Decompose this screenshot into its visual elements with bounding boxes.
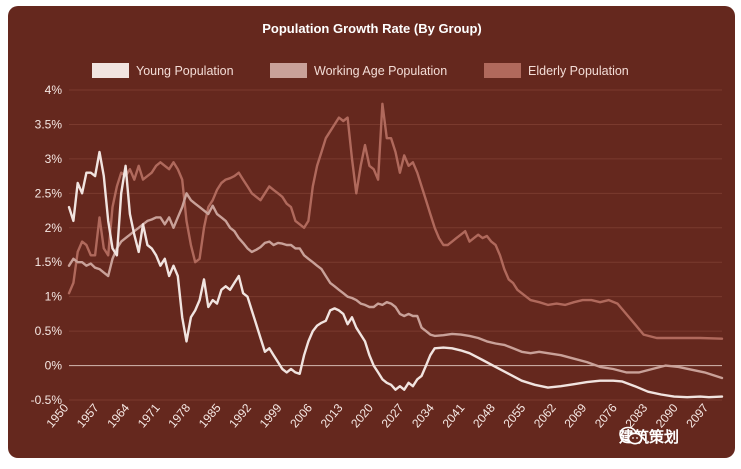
x-tick-label-6: 1992 — [226, 401, 254, 431]
series-lines — [67, 102, 724, 399]
x-tick-label-9: 2013 — [318, 401, 346, 431]
x-tick-label-2: 1964 — [104, 401, 132, 431]
y-tick-label-1: 0% — [45, 359, 63, 373]
series-line-1[interactable] — [67, 192, 724, 380]
y-tick-label-5: 2% — [45, 221, 63, 235]
x-tick-label-11: 2027 — [379, 401, 407, 431]
x-tick-label-5: 1985 — [196, 401, 224, 431]
y-tick-label-4: 1.5% — [35, 255, 63, 269]
legend-label-2[interactable]: Elderly Population — [528, 64, 629, 78]
x-tick-label-8: 2006 — [287, 401, 315, 431]
x-tick-label-10: 2020 — [348, 401, 376, 431]
legend-label-0[interactable]: Young Population — [136, 64, 234, 78]
legend-swatch-0[interactable] — [92, 63, 129, 78]
y-tick-label-3: 1% — [45, 290, 63, 304]
y-tick-label-9: 4% — [45, 83, 63, 97]
x-tick-label-14: 2048 — [470, 401, 498, 431]
x-tick-label-3: 1971 — [135, 401, 163, 431]
x-tick-label-7: 1999 — [257, 401, 285, 431]
legend: Young Population Working Age Population El… — [92, 63, 629, 78]
series-line-0[interactable] — [67, 150, 724, 399]
legend-label-1[interactable]: Working Age Population — [314, 64, 447, 78]
y-tick-label-0: -0.5% — [31, 393, 63, 407]
x-tick-label-16: 2062 — [531, 401, 559, 431]
x-tick-label-17: 2069 — [561, 401, 589, 431]
x-tick-label-12: 2034 — [409, 401, 437, 431]
chart-svg: Population Growth Rate (By Group) Young … — [31, 21, 724, 431]
y-tick-label-6: 2.5% — [35, 186, 63, 200]
grid — [69, 89, 722, 401]
y-tick-label-8: 3.5% — [35, 117, 63, 131]
chart-title: Population Growth Rate (By Group) — [262, 21, 482, 36]
x-tick-label-21: 2097 — [683, 401, 711, 431]
y-axis: -0.5% 0% 0.5% 1% 1.5% 2% 2.5% 3% 3.5% 4% — [31, 83, 63, 407]
watermark: 建筑策划 — [619, 426, 679, 447]
legend-swatch-2[interactable] — [484, 63, 521, 78]
y-tick-label-7: 3% — [45, 152, 63, 166]
x-tick-label-4: 1978 — [165, 401, 193, 431]
x-tick-label-18: 2076 — [592, 401, 620, 431]
x-axis: 1950 1957 1964 1971 1978 1985 1992 1999 2006 2013… — [43, 401, 711, 431]
x-tick-label-1: 1957 — [74, 401, 102, 431]
x-tick-label-13: 2041 — [440, 401, 468, 431]
y-tick-label-2: 0.5% — [35, 324, 63, 338]
wechat-icon — [619, 426, 643, 445]
legend-swatch-1[interactable] — [270, 63, 307, 78]
chart-card: Population Growth Rate (By Group) Young … — [8, 6, 735, 458]
series-line-2[interactable] — [67, 102, 724, 340]
x-tick-label-15: 2055 — [501, 401, 529, 431]
